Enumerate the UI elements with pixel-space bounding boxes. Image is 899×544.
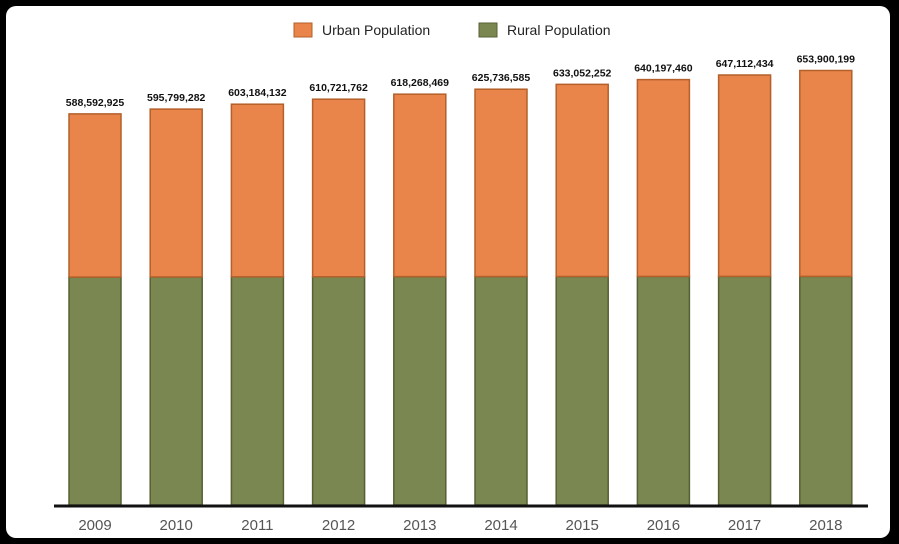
legend-label-urban: Urban Population (322, 22, 430, 38)
bar-urban-2010 (149, 108, 203, 278)
bar-urban-2018 (799, 69, 853, 278)
x-tick-label-2016: 2016 (647, 517, 680, 534)
total-label-2011: 603,184,132 (228, 87, 287, 99)
bar-rural-2017 (717, 275, 772, 506)
x-tick-label-2013: 2013 (403, 517, 436, 534)
total-label-2015: 633,052,252 (553, 67, 612, 79)
total-label-2013: 618,268,469 (391, 77, 450, 89)
bar-urban-2009 (68, 113, 122, 278)
total-label-2016: 640,197,460 (634, 63, 693, 75)
x-tick-labels-group: 2009 2010 2011 2012 2013 2014 2015 2016 2017 2018 (78, 517, 842, 534)
bar-rural-2015 (555, 275, 609, 506)
x-tick-label-2017: 2017 (728, 517, 761, 534)
bar-urban-2016 (636, 78, 691, 278)
bar-rural-2011 (230, 276, 285, 506)
x-tick-label-2010: 2010 (160, 517, 193, 534)
bar-urban-2017 (717, 74, 772, 278)
x-tick-label-2015: 2015 (566, 517, 599, 534)
x-tick-label-2014: 2014 (484, 517, 517, 534)
legend-swatch-rural (478, 22, 498, 38)
x-tick-label-2012: 2012 (322, 517, 355, 534)
total-label-2017: 647,112,434 (716, 58, 774, 70)
total-label-2018: 653,900,199 (797, 54, 856, 66)
bar-urban-2011 (230, 103, 285, 278)
bar-rural-2010 (149, 276, 203, 506)
total-label-2010: 595,799,282 (147, 92, 206, 104)
bar-urban-2012 (311, 98, 366, 278)
bar-urban-2015 (555, 83, 609, 278)
legend: Urban Population Rural Population (293, 22, 611, 38)
total-labels-group: 588,592,925 595,799,282 603,184,132 610,721… (66, 54, 855, 109)
total-label-2009: 588,592,925 (66, 97, 125, 109)
bar-urban-2014 (474, 88, 528, 278)
legend-label-rural: Rural Population (507, 22, 611, 38)
total-label-2014: 625,736,585 (472, 72, 531, 84)
bar-rural-2009 (68, 276, 122, 506)
bar-rural-2013 (393, 275, 447, 506)
total-label-2012: 610,721,762 (309, 82, 368, 94)
bar-urban-2013 (393, 93, 447, 278)
legend-swatch-urban (293, 22, 313, 38)
bar-rural-2014 (474, 275, 528, 506)
bar-rural-2016 (636, 275, 691, 506)
x-tick-label-2009: 2009 (78, 517, 111, 534)
x-tick-label-2011: 2011 (241, 517, 273, 534)
bar-rural-2012 (311, 276, 366, 506)
bars-group (68, 69, 853, 506)
x-tick-label-2018: 2018 (809, 517, 842, 534)
bar-rural-2018 (799, 275, 853, 506)
